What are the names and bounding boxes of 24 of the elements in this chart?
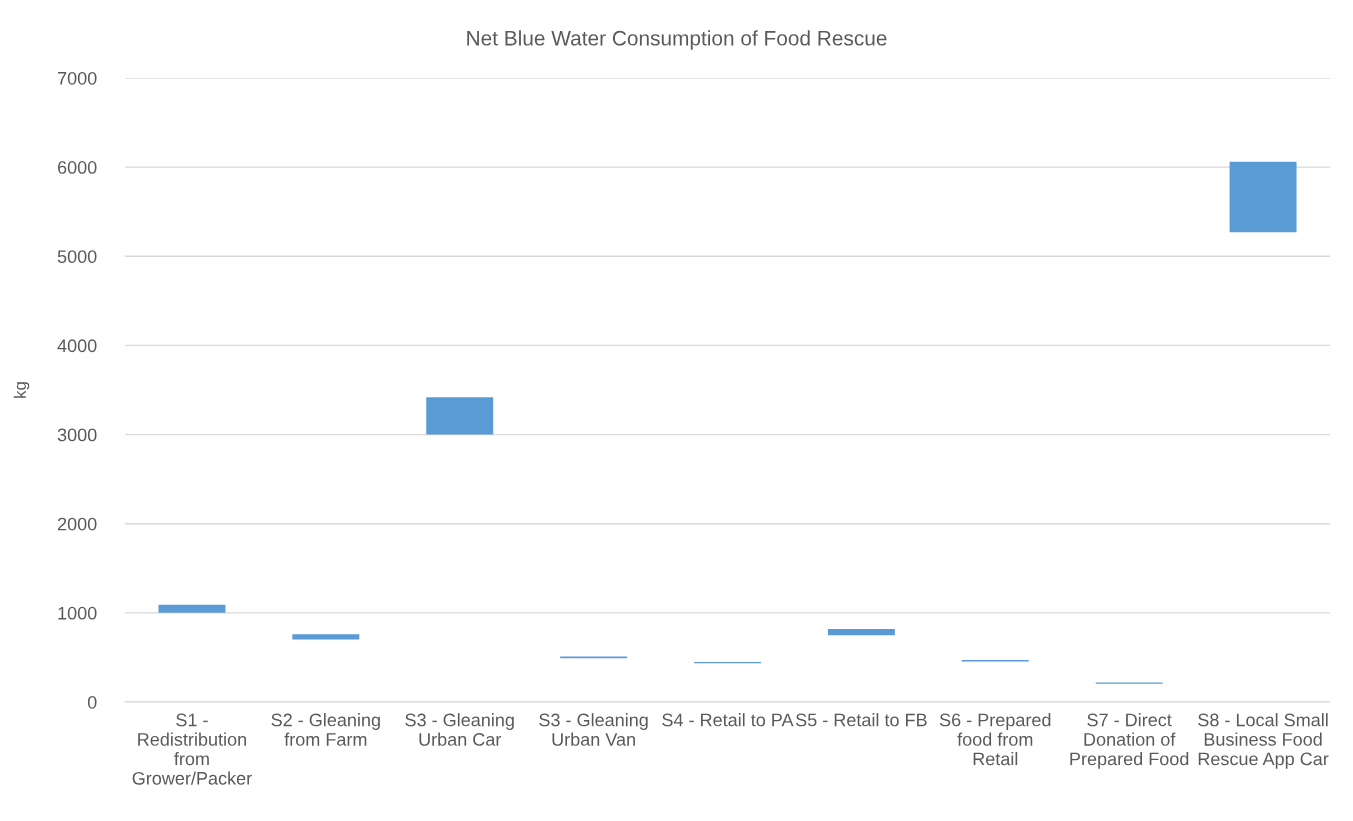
bar bbox=[292, 634, 360, 640]
x-tick-label: S5 - Retail to FB bbox=[795, 713, 927, 727]
y-tick-label: 0 bbox=[87, 695, 97, 709]
x-tick-label: S2 - Gleaning from Farm bbox=[271, 713, 380, 746]
y-tick-label: 6000 bbox=[57, 161, 97, 174]
y-tick-label: 5000 bbox=[57, 250, 97, 264]
x-tick-label: S3 - Gleaning Urban Van bbox=[539, 713, 648, 746]
x-tick-label: S3 - Gleaning Urban Car bbox=[405, 713, 514, 746]
bar bbox=[426, 397, 494, 435]
bar bbox=[158, 604, 226, 613]
y-tick-label: 4000 bbox=[57, 339, 97, 353]
bar bbox=[827, 628, 895, 636]
x-tick-label: S4 - Retail to PA bbox=[662, 713, 794, 727]
x-tick-label: S6 - Prepared food from Retail bbox=[939, 713, 1051, 766]
x-tick-label: S7 - Direct Donation of Prepared Food bbox=[1070, 713, 1189, 769]
bar bbox=[1229, 161, 1297, 233]
y-axis-title: kg bbox=[13, 382, 30, 398]
y-tick-label: 1000 bbox=[58, 606, 97, 620]
x-tick-label: S1 - Redistribution from Grower/Packer bbox=[132, 713, 252, 785]
y-tick-label: 2000 bbox=[57, 517, 97, 531]
chart-title: Net Blue Water Consumption of Food Rescue bbox=[467, 30, 887, 50]
y-tick-label: 3000 bbox=[57, 428, 97, 442]
x-tick-label: S8 - Local Small Business Food Rescue App Car bbox=[1198, 713, 1329, 769]
y-tick-label: 7000 bbox=[57, 71, 97, 85]
